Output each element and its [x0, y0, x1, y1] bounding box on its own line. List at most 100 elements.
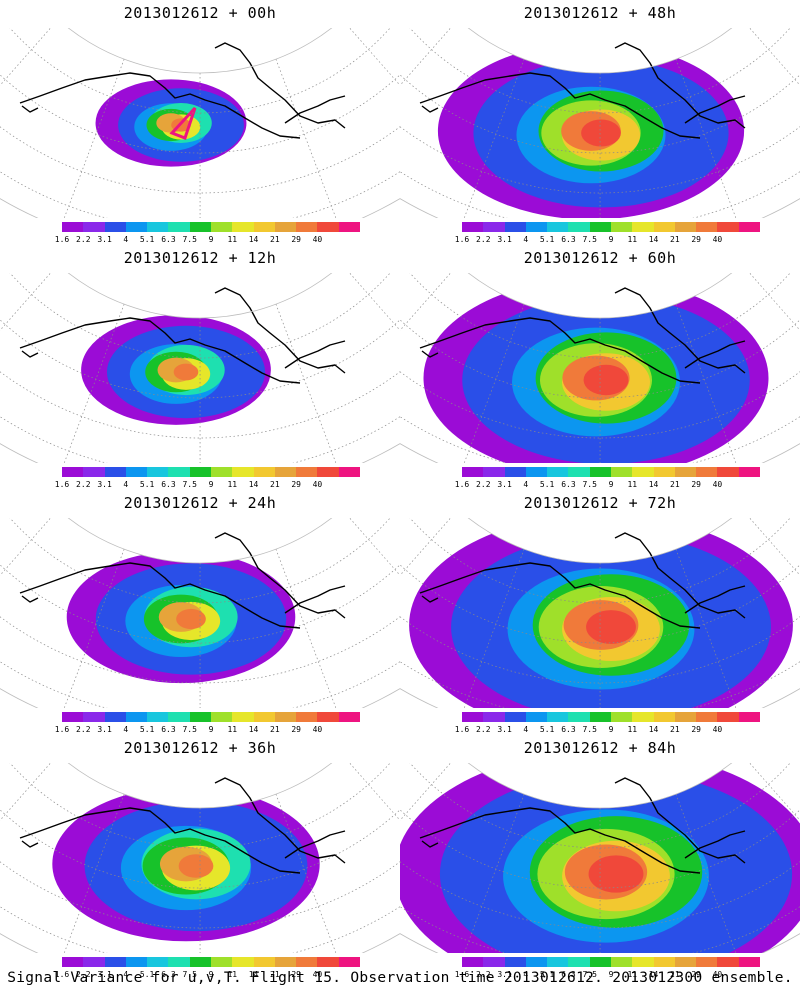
colorbar-swatch — [62, 222, 84, 232]
colorbar-label: 29 — [691, 235, 701, 244]
colorbar-swatch — [462, 957, 484, 967]
map-plot — [400, 763, 800, 953]
map-body — [400, 763, 800, 953]
colorbar-swatch — [653, 957, 675, 967]
colorbar-swatch — [525, 957, 548, 967]
colorbar-swatch — [104, 712, 126, 722]
colorbar-swatch — [504, 222, 526, 232]
variance-contour — [176, 608, 206, 630]
map-plot — [0, 763, 400, 953]
colorbar-swatch — [62, 957, 84, 967]
colorbar-swatch — [274, 957, 297, 967]
colorbar-label: 21 — [270, 970, 280, 979]
map-plot — [0, 273, 400, 463]
colorbar-swatch — [610, 467, 633, 477]
map-panel-5: 2013012612 + 72h 1.6 2.2 3.1 4 5.1 6.3 7.5 9 11 14… — [400, 490, 800, 735]
variance-field — [81, 315, 271, 425]
panel-title: 2013012612 + 72h — [523, 494, 677, 512]
colorbar-swatch — [274, 712, 297, 722]
panel-title: 2013012612 + 00h — [123, 4, 277, 22]
colorbar-swatch — [589, 712, 611, 722]
colorbar-swatch — [317, 712, 339, 722]
graticule — [400, 273, 800, 463]
colorbar-label: 6.3 — [561, 480, 576, 489]
colorbar — [462, 467, 760, 477]
colorbar-label: 21 — [670, 480, 680, 489]
colorbar-label: 5.1 — [539, 970, 555, 979]
colorbar-swatch — [210, 467, 233, 477]
colorbar-label: 29 — [291, 725, 301, 734]
colorbar-label: 29 — [291, 970, 301, 979]
colorbar-label: 6.3 — [561, 725, 576, 734]
colorbar-swatch — [83, 222, 105, 232]
colorbar-label: 4 — [123, 235, 129, 244]
colorbar-label: 14 — [648, 970, 659, 979]
panel-title: 2013012612 + 60h — [523, 249, 677, 267]
colorbar-label: 7.5 — [182, 235, 197, 244]
colorbar-swatch — [696, 467, 718, 477]
colorbar-swatch — [147, 712, 169, 722]
colorbar-swatch — [253, 467, 275, 477]
colorbar-swatch — [462, 467, 484, 477]
colorbar-swatch — [696, 957, 718, 967]
colorbar-swatch — [62, 712, 84, 722]
colorbar-label: 6.3 — [161, 725, 176, 734]
colorbar-swatch — [653, 467, 675, 477]
colorbar-swatch — [210, 222, 233, 232]
map-body — [0, 518, 400, 708]
colorbar-label: 3.1 — [497, 970, 512, 979]
coastline — [19, 42, 346, 139]
colorbar-label: 2.2 — [476, 235, 491, 244]
colorbar-label: 14 — [248, 970, 259, 979]
graticule — [0, 518, 400, 708]
colorbar-label: 7.5 — [182, 725, 197, 734]
colorbar-label: 29 — [691, 970, 701, 979]
colorbar-label: 1.6 — [54, 725, 70, 734]
graticule — [0, 763, 400, 953]
colorbar-label: 6.3 — [161, 480, 176, 489]
colorbar-swatch — [547, 222, 569, 232]
colorbar-label: 40 — [312, 970, 323, 979]
colorbar-swatch — [632, 712, 654, 722]
colorbar-label: 4 — [523, 480, 529, 489]
colorbar-label: 40 — [312, 725, 323, 734]
colorbar-label: 2.2 — [476, 725, 491, 734]
colorbar-label: 2.2 — [476, 480, 491, 489]
colorbar-label: 21 — [670, 235, 680, 244]
coastline — [419, 777, 746, 874]
colorbar-label: 11 — [227, 235, 238, 244]
colorbar-label: 4 — [523, 235, 529, 244]
colorbar-label: 11 — [627, 725, 638, 734]
colorbar-label: 4 — [123, 480, 129, 489]
panel-title: 2013012612 + 84h — [523, 739, 677, 757]
variance-contour — [588, 855, 644, 893]
graticule — [400, 763, 800, 953]
colorbar-label: 11 — [627, 970, 638, 979]
colorbar-label: 6.3 — [161, 235, 176, 244]
map-panel-3: 2013012612 + 60h 1.6 2.2 3.1 4 5.1 6.3 7.5 9 11 14… — [400, 245, 800, 490]
colorbar-label: 11 — [227, 480, 238, 489]
panel-title: 2013012612 + 12h — [123, 249, 277, 267]
colorbar-swatch — [83, 467, 105, 477]
colorbar-swatch — [610, 222, 633, 232]
colorbar-swatch — [717, 957, 739, 967]
colorbar-label: 5.1 — [539, 235, 555, 244]
colorbar-swatch — [253, 957, 275, 967]
coastline — [419, 287, 746, 384]
colorbar-swatch — [168, 222, 190, 232]
colorbar-labels: 1.6 2.2 3.1 4 5.1 6.3 7.5 9 11 14 21 29 40 — [55, 725, 360, 735]
colorbar-label: 29 — [691, 725, 701, 734]
colorbar-swatch — [62, 467, 84, 477]
colorbar-swatch — [504, 712, 526, 722]
colorbar-label: 7.5 — [182, 970, 197, 979]
colorbar-label: 1.6 — [454, 725, 470, 734]
colorbar-label: 3.1 — [97, 725, 112, 734]
colorbar-label: 4 — [123, 725, 129, 734]
colorbar-label: 3.1 — [97, 970, 112, 979]
colorbar-swatch — [296, 467, 318, 477]
colorbar-swatch — [547, 712, 569, 722]
colorbar-swatch — [168, 467, 190, 477]
colorbar-swatch — [483, 712, 505, 722]
colorbar-label: 7.5 — [582, 235, 597, 244]
colorbar-swatch — [568, 222, 590, 232]
